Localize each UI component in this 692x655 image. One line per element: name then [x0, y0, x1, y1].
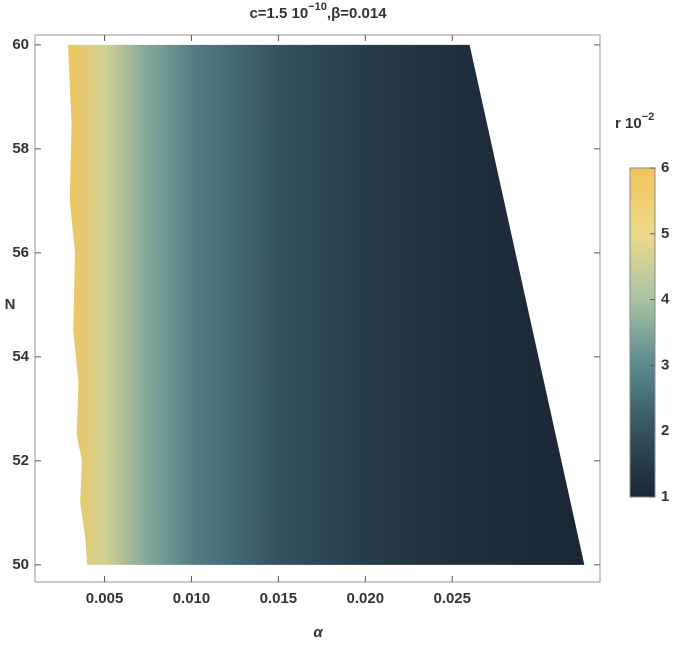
colorbar	[629, 167, 656, 498]
title-main: c=1.5 10	[249, 5, 308, 22]
y-axis-label: N	[5, 296, 16, 313]
y-tick-label: 58	[12, 140, 29, 157]
y-tick-label: 54	[12, 348, 29, 365]
title-rest: ,β=0.014	[327, 5, 387, 22]
x-tick-label: 0.010	[173, 590, 211, 607]
colorbar-tick-label: 6	[661, 159, 669, 176]
colorbar-tick-label: 4	[661, 291, 670, 308]
region	[68, 44, 585, 565]
y-tick-label: 52	[12, 452, 29, 469]
x-tick-label: 0.020	[347, 590, 385, 607]
colorbar-label-main: r 10	[615, 115, 642, 132]
colorbar-tick-label: 1	[661, 488, 669, 505]
colorbar-exponent: −2	[642, 111, 655, 123]
colorbar-tick-label: 2	[661, 422, 669, 439]
colorbar-tick-label: 5	[661, 225, 669, 242]
y-tick-label: 60	[12, 36, 29, 53]
y-tick-label: 50	[12, 556, 29, 573]
x-tick-label: 0.005	[86, 590, 124, 607]
x-axis-label: α	[313, 624, 323, 641]
title-exponent: −10	[308, 1, 327, 13]
colorbar-tick-label: 3	[661, 356, 669, 373]
colorbar-label: r 10−2	[615, 111, 654, 132]
x-tick-label: 0.015	[260, 590, 298, 607]
plot-frame	[34, 34, 601, 583]
x-tick-label: 0.025	[433, 590, 471, 607]
y-tick-label: 56	[12, 244, 29, 261]
chart-title: c=1.5 10−10,β=0.014	[249, 1, 387, 22]
